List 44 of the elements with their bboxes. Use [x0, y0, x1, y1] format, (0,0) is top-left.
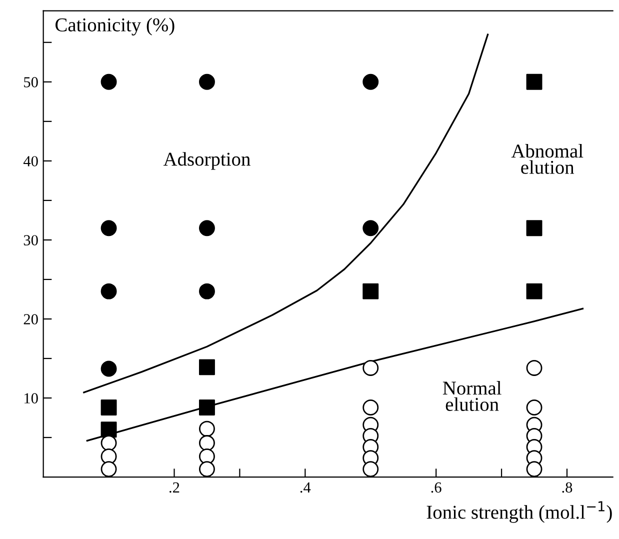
point [100, 422, 117, 438]
point [198, 359, 215, 376]
x-tick-label: .4 [300, 482, 311, 493]
point [198, 399, 215, 416]
y-tick-label: 20 [24, 314, 38, 324]
point [198, 283, 215, 300]
point [362, 74, 379, 90]
x-tick-label: .6 [431, 482, 442, 493]
point [526, 461, 542, 478]
x-tick-label: .8 [562, 482, 572, 493]
point [100, 74, 117, 90]
x-axis-title: Ionic strength (mol.l$^{−1}$) [426, 501, 612, 523]
point [362, 360, 379, 376]
point [100, 461, 117, 478]
y-tick-label: 50 [24, 77, 38, 88]
point [100, 435, 117, 452]
line-series [86, 308, 584, 442]
point [198, 74, 215, 90]
point [198, 461, 215, 478]
annotation: Abnomal elution [511, 144, 584, 174]
point [362, 461, 379, 478]
annotation: Normal elution [442, 381, 502, 411]
point [526, 74, 542, 90]
x-tick-label: .2 [170, 482, 180, 493]
point [100, 360, 117, 377]
point [100, 283, 117, 300]
point [198, 448, 215, 464]
point [362, 399, 379, 416]
point [526, 283, 542, 300]
point [526, 220, 542, 236]
point [526, 360, 542, 376]
point [198, 420, 215, 437]
point [100, 220, 117, 236]
y-tick-label: 10 [24, 393, 38, 404]
point [100, 399, 117, 416]
y-tick-label: 30 [24, 235, 38, 246]
y-axis-title: Cationicity (%) [56, 18, 174, 36]
point [198, 435, 215, 452]
point [198, 220, 215, 236]
y-tick-label: 40 [23, 156, 38, 166]
point [362, 220, 379, 236]
annotation: Adsorption [163, 152, 250, 170]
point [362, 283, 379, 300]
point [526, 399, 542, 416]
